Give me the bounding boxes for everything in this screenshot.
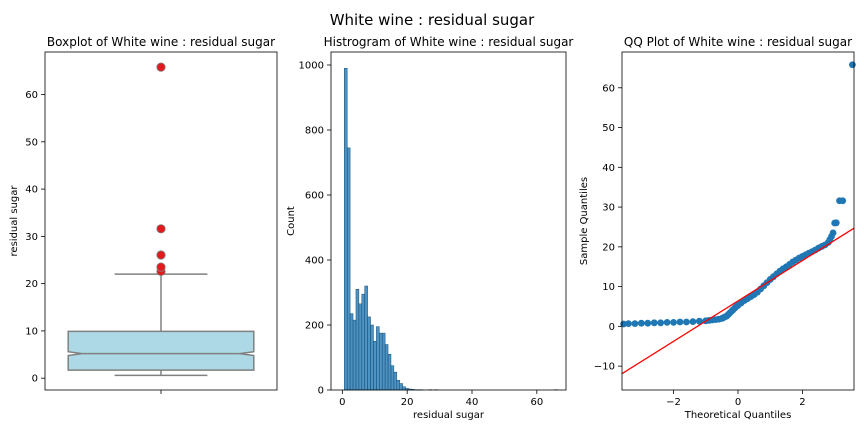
- histogram-bar: [376, 326, 380, 391]
- qq-point: [839, 197, 847, 205]
- y-tick-label: −10: [594, 362, 615, 373]
- y-tick-label: 0: [318, 386, 324, 397]
- x-axis-label: residual sugar: [413, 410, 485, 421]
- x-tick-label: 60: [530, 397, 543, 408]
- chart-title: QQ Plot of White wine : residual sugar: [624, 35, 852, 49]
- histogram-bar: [399, 383, 403, 391]
- histogram-bar: [370, 324, 374, 391]
- x-tick-label: 2: [799, 397, 805, 408]
- outlier-point: [156, 250, 166, 260]
- y-axis-label: residual sugar: [9, 185, 20, 257]
- y-axis-label: Sample Quantiles: [579, 177, 590, 265]
- qq-point: [670, 319, 677, 326]
- histogram-bar: [349, 313, 354, 391]
- x-tick-label: −2: [666, 397, 681, 408]
- qq-reference-line: [621, 227, 855, 375]
- qq-point: [657, 319, 665, 327]
- histogram-bar: [355, 289, 360, 391]
- qq-point: [650, 319, 658, 327]
- qq-point: [695, 317, 703, 325]
- y-tick-label: 0: [609, 322, 615, 333]
- notched-box: [67, 330, 255, 371]
- y-axis-label: Count: [286, 206, 297, 236]
- qq-point: [663, 319, 671, 326]
- y-tick-label: 20: [25, 279, 38, 290]
- x-tick-label: 0: [339, 397, 345, 408]
- y-tick-label: 60: [602, 83, 615, 94]
- y-tick-label: 20: [602, 242, 615, 253]
- histogram-bar: [364, 285, 368, 391]
- y-tick-label: 400: [305, 256, 324, 267]
- histogram-bar: [379, 332, 383, 391]
- y-tick-label: 40: [25, 185, 38, 196]
- figure-title: White wine : residual sugar: [330, 11, 535, 29]
- qq-point: [689, 318, 697, 326]
- x-tick-label: 0: [735, 397, 741, 408]
- y-tick-label: 40: [602, 163, 615, 174]
- chart-title: Histrogram of White wine : residual suga…: [324, 35, 574, 49]
- y-tick-label: 10: [25, 326, 38, 337]
- qq-point: [848, 61, 856, 69]
- outlier-point: [156, 224, 166, 234]
- y-tick-label: 30: [602, 203, 615, 214]
- qq-plot-panel: QQ Plot of White wine : residual sugar −1…: [579, 35, 856, 421]
- qq-point: [637, 319, 645, 327]
- histogram-bar: [352, 319, 357, 391]
- outlier-point: [156, 62, 166, 72]
- histogram-bar: [381, 332, 386, 391]
- histogram-bar: [396, 380, 400, 391]
- histogram-bar: [358, 303, 363, 391]
- qq-point: [625, 320, 632, 327]
- histogram-bar: [361, 293, 365, 391]
- y-tick-label: 60: [25, 90, 38, 101]
- histogram-bar: [387, 354, 392, 391]
- qq-point: [683, 318, 690, 326]
- histogram-bar: [390, 365, 395, 391]
- axes-frame: [621, 51, 855, 391]
- outlier-point: [156, 262, 166, 272]
- qq-point: [676, 318, 684, 326]
- x-axis-label: Theoretical Quantiles: [684, 410, 792, 421]
- histogram-bar: [393, 371, 398, 391]
- histogram-bar: [367, 316, 371, 391]
- histogram-bar: [373, 341, 377, 391]
- chart-title: Boxplot of White wine : residual sugar: [47, 35, 275, 49]
- x-tick-label: 20: [401, 397, 414, 408]
- y-tick-label: 600: [305, 191, 324, 202]
- boxplot-panel: Boxplot of White wine : residual sugar 0 1…: [9, 35, 278, 394]
- axes-frame: [44, 51, 278, 391]
- y-tick-label: 800: [305, 126, 324, 137]
- axes-frame: [330, 51, 567, 391]
- histogram-bar: [402, 386, 406, 391]
- y-tick-label: 50: [25, 137, 38, 148]
- qq-point: [832, 219, 840, 227]
- qq-point: [644, 319, 652, 327]
- histogram-bar: [346, 147, 351, 391]
- qq-point: [829, 229, 837, 237]
- y-tick-label: 0: [32, 374, 38, 385]
- histogram-bar: [384, 344, 389, 391]
- x-tick-label: 40: [466, 397, 479, 408]
- y-tick-label: 200: [305, 321, 324, 332]
- histogram-bar: [344, 68, 348, 391]
- y-tick-label: 10: [602, 282, 615, 293]
- y-tick-label: 30: [25, 232, 38, 243]
- qq-point: [631, 320, 639, 327]
- y-tick-label: 1000: [299, 61, 324, 72]
- y-tick-label: 50: [602, 123, 615, 134]
- histogram-panel: Histrogram of White wine : residual suga…: [286, 35, 573, 421]
